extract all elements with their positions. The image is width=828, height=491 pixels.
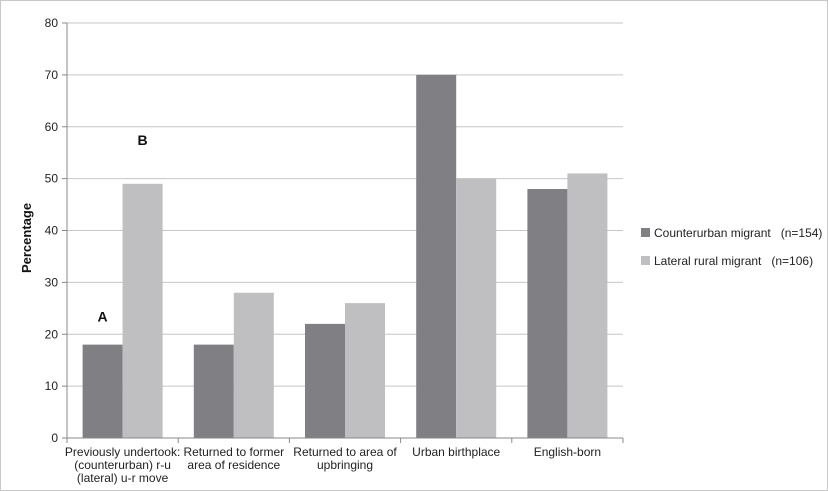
y-tick-labels: 0 10 20 30 40 50 60 70 80 [45, 16, 59, 445]
annotation-label: B [138, 132, 148, 148]
bars [82, 74, 608, 438]
y-tick-label: 60 [45, 120, 59, 134]
y-tick-label: 10 [45, 379, 59, 393]
y-tick-label: 30 [45, 275, 59, 289]
x-category-labels: Previously undertook:(counterurban) r-u(… [65, 445, 601, 485]
annotations: AB [98, 132, 148, 324]
x-category-label: area of residence [187, 458, 280, 472]
x-category-label: Returned to area of [293, 445, 397, 459]
bar-series-2-cat-2 [233, 292, 274, 438]
x-category-label: (lateral) u-r move [77, 471, 169, 485]
bar-series-1-cat-1 [82, 344, 123, 438]
y-tick-label: 0 [51, 431, 58, 445]
legend-label: Lateral rural migrant (n=106) [654, 254, 813, 268]
annotation-label: A [98, 308, 108, 324]
y-tick-label: 80 [45, 16, 59, 30]
y-tick-label: 20 [45, 327, 59, 341]
y-tick-label: 70 [45, 68, 59, 82]
x-category-label: Returned to former [183, 445, 284, 459]
bar-series-1-cat-5 [527, 189, 568, 438]
bar-series-1-cat-3 [305, 323, 345, 438]
bar-series-2-cat-4 [456, 178, 497, 438]
legend-swatch [641, 256, 650, 265]
bar-series-2-cat-1 [122, 183, 163, 438]
bar-series-1-cat-2 [193, 344, 234, 438]
axes [62, 22, 624, 443]
x-category-label: Previously undertook: [65, 445, 180, 459]
legend-swatch [641, 228, 650, 237]
y-axis-label: Percentage [19, 203, 34, 273]
bar-series-1-cat-4 [416, 74, 457, 438]
x-category-label: (counterurban) r-u [74, 458, 171, 472]
bar-series-2-cat-3 [345, 303, 385, 438]
y-tick-label: 50 [45, 172, 59, 186]
y-tick-label: 40 [45, 224, 59, 238]
x-category-label: English-born [534, 445, 601, 459]
x-category-label: Urban birthplace [412, 445, 500, 459]
bar-series-2-cat-5 [567, 173, 608, 438]
legend: Counterurban migrant (n=154) Lateral rura… [641, 226, 822, 268]
legend-label: Counterurban migrant (n=154) [654, 226, 822, 240]
x-category-label: upbringing [317, 458, 373, 472]
